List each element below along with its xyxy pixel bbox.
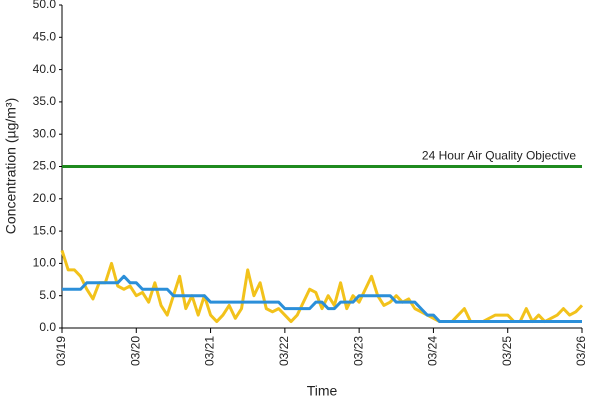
x-tick-label: 03/20 [128, 336, 142, 366]
reference-label: 24 Hour Air Quality Objective [422, 149, 576, 163]
y-tick-label: 15.0 [33, 223, 57, 237]
y-tick-label: 50.0 [33, 0, 57, 11]
data-line [60, 250, 584, 324]
y-tick-label: 35.0 [33, 94, 57, 108]
y-tick-label: 0.0 [39, 320, 56, 334]
x-tick-label: 03/25 [500, 336, 514, 366]
x-axis-title: Time [307, 383, 338, 399]
y-tick-label: 30.0 [33, 126, 57, 140]
x-tick-label: 03/22 [277, 336, 291, 366]
data-line [62, 274, 582, 324]
y-axis-title: Concentration (µg/m³) [3, 98, 19, 234]
x-tick-label: 03/21 [203, 336, 217, 366]
x-tick-label: 03/19 [54, 336, 68, 366]
y-tick-label: 40.0 [33, 62, 57, 76]
x-tick-label: 03/23 [351, 336, 365, 366]
y-tick-label: 10.0 [33, 256, 57, 270]
x-tick-label: 03/24 [426, 336, 440, 366]
y-tick-label: 25.0 [33, 159, 57, 173]
y-tick-label: 5.0 [39, 288, 56, 302]
y-tick-label: 20.0 [33, 191, 57, 205]
y-tick-label: 45.0 [33, 29, 57, 43]
x-tick-label: 03/26 [574, 336, 588, 366]
